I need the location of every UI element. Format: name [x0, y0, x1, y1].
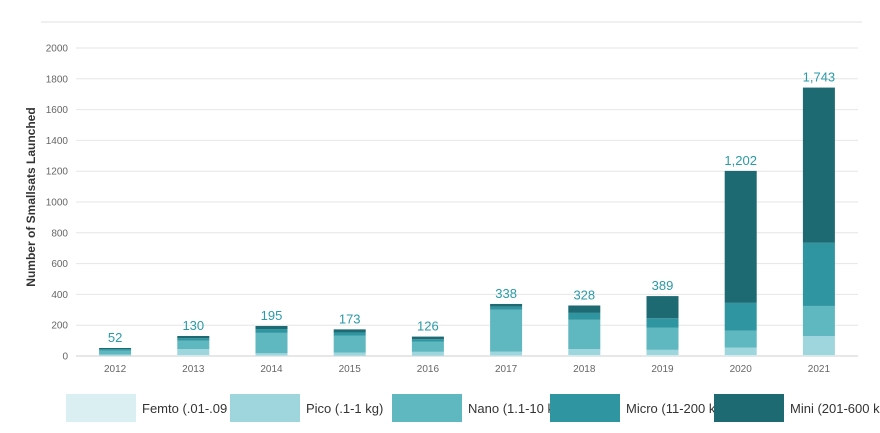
x-tick-label-2018: 2018	[573, 364, 596, 375]
bar-segment-2021-4	[802, 87, 835, 243]
total-label-2020: 1,202	[724, 153, 757, 168]
bar-segment-2020-3	[724, 302, 757, 331]
legend-swatch-pico	[230, 394, 300, 422]
total-label-2017: 338	[495, 286, 517, 301]
bar-segment-2012-2	[99, 350, 132, 355]
y-axis-label: Number of Smallsats Launched	[24, 107, 38, 286]
bar-segment-2019-1	[646, 349, 679, 356]
x-tick-label-2016: 2016	[417, 364, 440, 375]
bar-segment-2019-2	[646, 327, 679, 350]
y-tick-label: 400	[51, 290, 68, 301]
bar-segment-2012-1	[99, 354, 132, 356]
bar-segment-2018-3	[568, 312, 601, 320]
bar-segment-2013-2	[177, 340, 210, 350]
legend-label-femto: Femto (.01-.09 kg)	[142, 400, 249, 416]
bar-segment-2014-2	[255, 332, 288, 354]
legend-item-nano: Nano (1.1-10 kg)	[392, 393, 566, 423]
x-tick-label-2015: 2015	[339, 364, 362, 375]
bar-segment-2013-4	[177, 335, 210, 339]
bar-segment-2016-1	[411, 351, 444, 356]
total-label-2016: 126	[417, 319, 439, 334]
legend-swatch-femto	[66, 394, 136, 422]
bar-segment-2014-3	[255, 329, 288, 333]
bar-segment-2021-0	[802, 355, 835, 356]
bar-segment-2020-0	[724, 355, 757, 356]
legend-label-nano: Nano (1.1-10 kg)	[468, 400, 566, 416]
y-tick-label: 800	[51, 228, 68, 239]
bar-segment-2021-1	[802, 335, 835, 356]
bar-segment-2013-3	[177, 338, 210, 341]
x-axis-ticks: 2012 2013 2014 2015 2016 2017 2018 2019 2020 2021	[104, 364, 830, 375]
bar-segment-2018-1	[568, 349, 601, 356]
bar-segment-2017-4	[490, 303, 523, 307]
total-label-2015: 173	[339, 311, 361, 326]
legend-label-micro: Micro (11-200 kg)	[626, 400, 727, 416]
bar-segment-2019-3	[646, 318, 679, 328]
x-tick-label-2014: 2014	[260, 364, 283, 375]
bar-segment-2017-3	[490, 306, 523, 310]
legend-item-femto: Femto (.01-.09 kg)	[66, 393, 249, 423]
bar-segment-2021-3	[802, 242, 835, 306]
total-label-2019: 389	[652, 278, 674, 293]
bar-segment-2015-4	[333, 329, 366, 333]
bar-segment-2016-2	[411, 341, 444, 352]
x-tick-label-2021: 2021	[808, 364, 831, 375]
bar-segment-2015-2	[333, 335, 366, 353]
bar-segment-2015-3	[333, 332, 366, 336]
legend-item-micro: Micro (11-200 kg)	[550, 393, 727, 423]
y-tick-label: 1600	[46, 105, 69, 116]
bar-segment-2019-4	[646, 296, 679, 319]
y-tick-label: 1000	[46, 198, 69, 209]
bar-segment-2017-1	[490, 351, 523, 356]
bar-segment-2012-4	[99, 347, 132, 350]
x-tick-label-2012: 2012	[104, 364, 127, 375]
total-label-2018: 328	[573, 287, 595, 302]
bar-segment-2012-3	[99, 349, 132, 351]
y-tick-label: 0	[62, 352, 68, 363]
y-tick-label: 1400	[46, 136, 69, 147]
bar-segment-2019-0	[646, 355, 679, 356]
bar-segment-2017-2	[490, 309, 523, 352]
bar-segment-2015-1	[333, 352, 366, 356]
bar-segment-2018-2	[568, 319, 601, 350]
y-tick-label: 200	[51, 321, 68, 332]
bar-segment-2020-1	[724, 347, 757, 356]
bar-segment-2014-1	[255, 353, 288, 356]
x-tick-label-2013: 2013	[182, 364, 205, 375]
total-label-2021: 1,743	[803, 70, 836, 85]
bar-segment-2013-1	[177, 349, 210, 356]
bar-segment-2016-4	[411, 336, 444, 340]
legend-swatch-micro	[550, 394, 620, 422]
bar-segment-2020-4	[724, 170, 757, 303]
x-tick-label-2020: 2020	[730, 364, 753, 375]
bar-segment-2013-0	[177, 355, 210, 356]
bar-segment-2020-2	[724, 330, 757, 348]
legend: Femto (.01-.09 kg) Pico (.1-1 kg) Nano (…	[66, 393, 880, 423]
legend-swatch-nano	[392, 394, 462, 422]
legend-label-pico: Pico (.1-1 kg)	[306, 400, 384, 416]
y-tick-label: 1200	[46, 167, 69, 178]
y-tick-label: 2000	[46, 44, 69, 55]
x-tick-label-2017: 2017	[495, 364, 518, 375]
legend-item-pico: Pico (.1-1 kg)	[230, 393, 383, 423]
y-tick-label: 1800	[46, 74, 69, 85]
bar-segment-2018-0	[568, 355, 601, 356]
total-label-2014: 195	[261, 308, 283, 323]
y-tick-label: 600	[51, 259, 68, 270]
bar-segment-2016-3	[411, 339, 444, 342]
x-tick-label-2019: 2019	[651, 364, 674, 375]
bar-segment-2018-4	[568, 305, 601, 313]
legend-swatch-mini	[714, 394, 784, 422]
total-label-2012: 52	[108, 330, 122, 345]
bar-segment-2021-2	[802, 305, 835, 336]
legend-item-mini: Mini (201-600 kg)	[714, 393, 880, 423]
bars	[99, 87, 835, 356]
total-label-2013: 130	[182, 318, 204, 333]
legend-label-mini: Mini (201-600 kg)	[790, 400, 880, 416]
bar-segment-2014-4	[255, 325, 288, 330]
y-axis-ticks: 0 200 400 600 800 1000 1200 1400 1600 1800 2000	[46, 44, 69, 363]
total-labels: 52 130 195 173 126 338 328 389 1,202 1,743	[108, 70, 835, 345]
